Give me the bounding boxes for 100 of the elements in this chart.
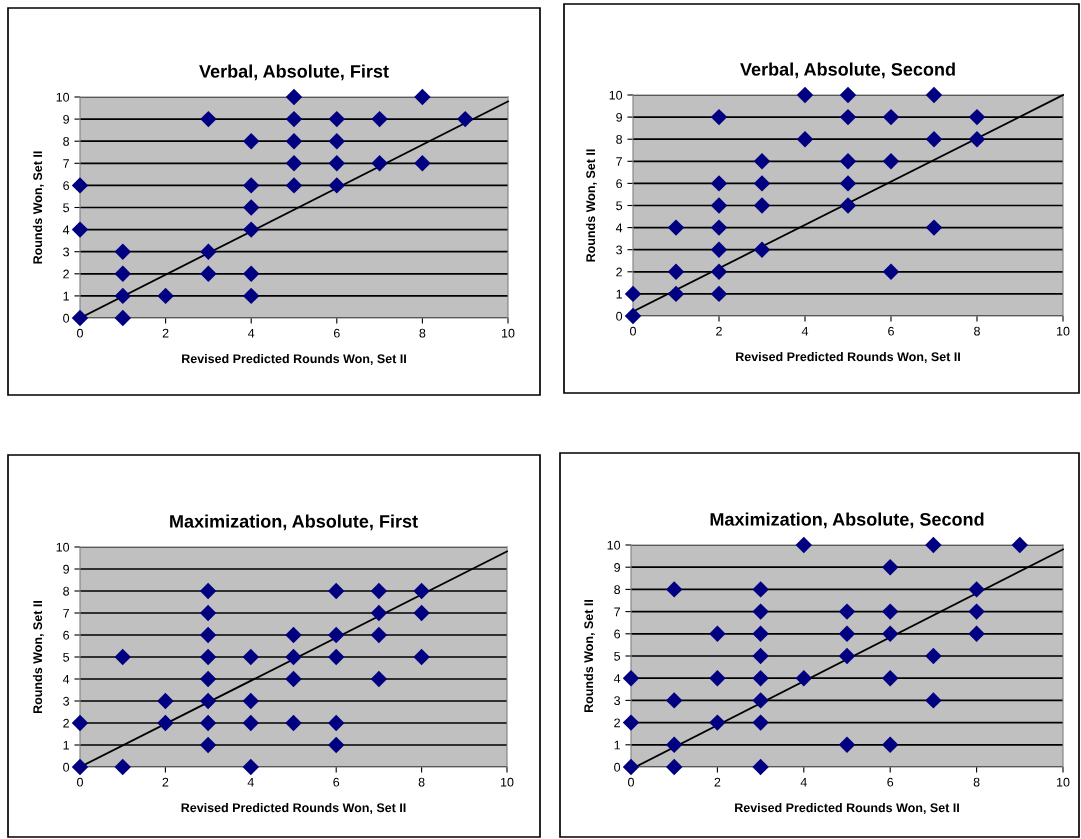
point [881, 736, 899, 754]
y-tick-label: 3 [616, 245, 623, 255]
point [709, 669, 726, 687]
point [413, 604, 430, 622]
point [710, 285, 728, 303]
point [285, 110, 303, 128]
point [753, 197, 771, 214]
point [370, 582, 388, 600]
point [71, 177, 89, 194]
point [881, 669, 899, 687]
y-tick-label: 9 [63, 114, 69, 124]
y-tick-label: 0 [63, 313, 70, 323]
point [285, 648, 302, 666]
point [881, 625, 899, 643]
x-tick-label: 4 [247, 777, 254, 787]
point [200, 243, 217, 260]
y-tick-label: 4 [62, 225, 70, 235]
x-tick-label: 10 [502, 328, 515, 338]
point [968, 603, 985, 620]
point [925, 130, 943, 148]
point [968, 130, 986, 148]
point [839, 197, 857, 214]
point [199, 604, 217, 622]
point [242, 648, 260, 666]
point [752, 669, 769, 687]
point [753, 175, 771, 192]
point [199, 670, 217, 688]
x-axis-title: Revised Predicted Rounds Won, Set II [736, 351, 960, 363]
point [285, 88, 303, 106]
chart-title: Maximization, Absolute, Second [710, 512, 984, 529]
y-tick-label: 6 [614, 629, 621, 639]
point [370, 626, 388, 644]
point [753, 153, 771, 170]
point [925, 647, 942, 665]
point [795, 669, 813, 687]
point [752, 603, 769, 620]
y-tick-label: 4 [62, 674, 70, 684]
point [114, 265, 132, 283]
y-tick-label: 0 [614, 762, 621, 772]
point [413, 648, 430, 666]
chart-title: Verbal, Absolute, First [199, 64, 389, 81]
point [795, 536, 813, 554]
point [839, 86, 857, 104]
point [796, 130, 814, 148]
x-tick-label: 6 [333, 328, 340, 338]
point [752, 647, 769, 665]
x-tick-label: 4 [248, 328, 255, 338]
point [242, 758, 260, 776]
point [242, 199, 260, 216]
x-tick-label: 8 [974, 326, 980, 336]
point [71, 309, 89, 327]
y-tick-label: 1 [616, 289, 622, 299]
point [114, 287, 132, 305]
point [709, 714, 726, 731]
point [71, 221, 89, 238]
point [752, 692, 769, 709]
x-tick-label: 6 [888, 326, 894, 336]
point [752, 758, 769, 776]
x-tick-label: 10 [501, 777, 514, 787]
point [370, 670, 388, 688]
y-axis-title: Rounds Won, Set II [32, 601, 44, 713]
point [925, 219, 943, 236]
point [753, 241, 771, 258]
point [710, 197, 728, 214]
point [968, 108, 986, 126]
point [285, 155, 303, 172]
point [752, 581, 769, 598]
point [242, 265, 260, 283]
y-axis-title: Rounds Won, Set II [32, 151, 44, 264]
point [114, 758, 131, 776]
y-tick-label: 1 [63, 740, 69, 750]
point [71, 758, 89, 776]
y-tick-label: 3 [63, 247, 70, 257]
point [328, 155, 346, 172]
y-tick-label: 8 [614, 585, 621, 595]
point [327, 648, 345, 666]
point [710, 241, 728, 258]
point [667, 285, 685, 303]
point [199, 648, 217, 666]
y-tick-label: 10 [607, 540, 621, 550]
y-tick-label: 8 [63, 586, 70, 596]
x-tick-label: 0 [77, 777, 83, 787]
y-tick-label: 10 [609, 90, 623, 100]
point [925, 536, 942, 554]
point [667, 263, 685, 281]
point [242, 132, 260, 150]
y-tick-label: 2 [616, 267, 622, 277]
point [710, 108, 728, 126]
point [242, 177, 260, 194]
point [752, 714, 769, 731]
point [622, 669, 640, 687]
x-tick-label: 2 [162, 777, 169, 787]
x-tick-label: 2 [714, 777, 721, 787]
point [242, 221, 260, 238]
point [881, 558, 899, 576]
x-tick-label: 4 [800, 777, 807, 787]
point [925, 86, 943, 104]
y-tick-label: 1 [63, 291, 69, 301]
point [881, 603, 899, 620]
y-tick-label: 3 [63, 696, 70, 706]
